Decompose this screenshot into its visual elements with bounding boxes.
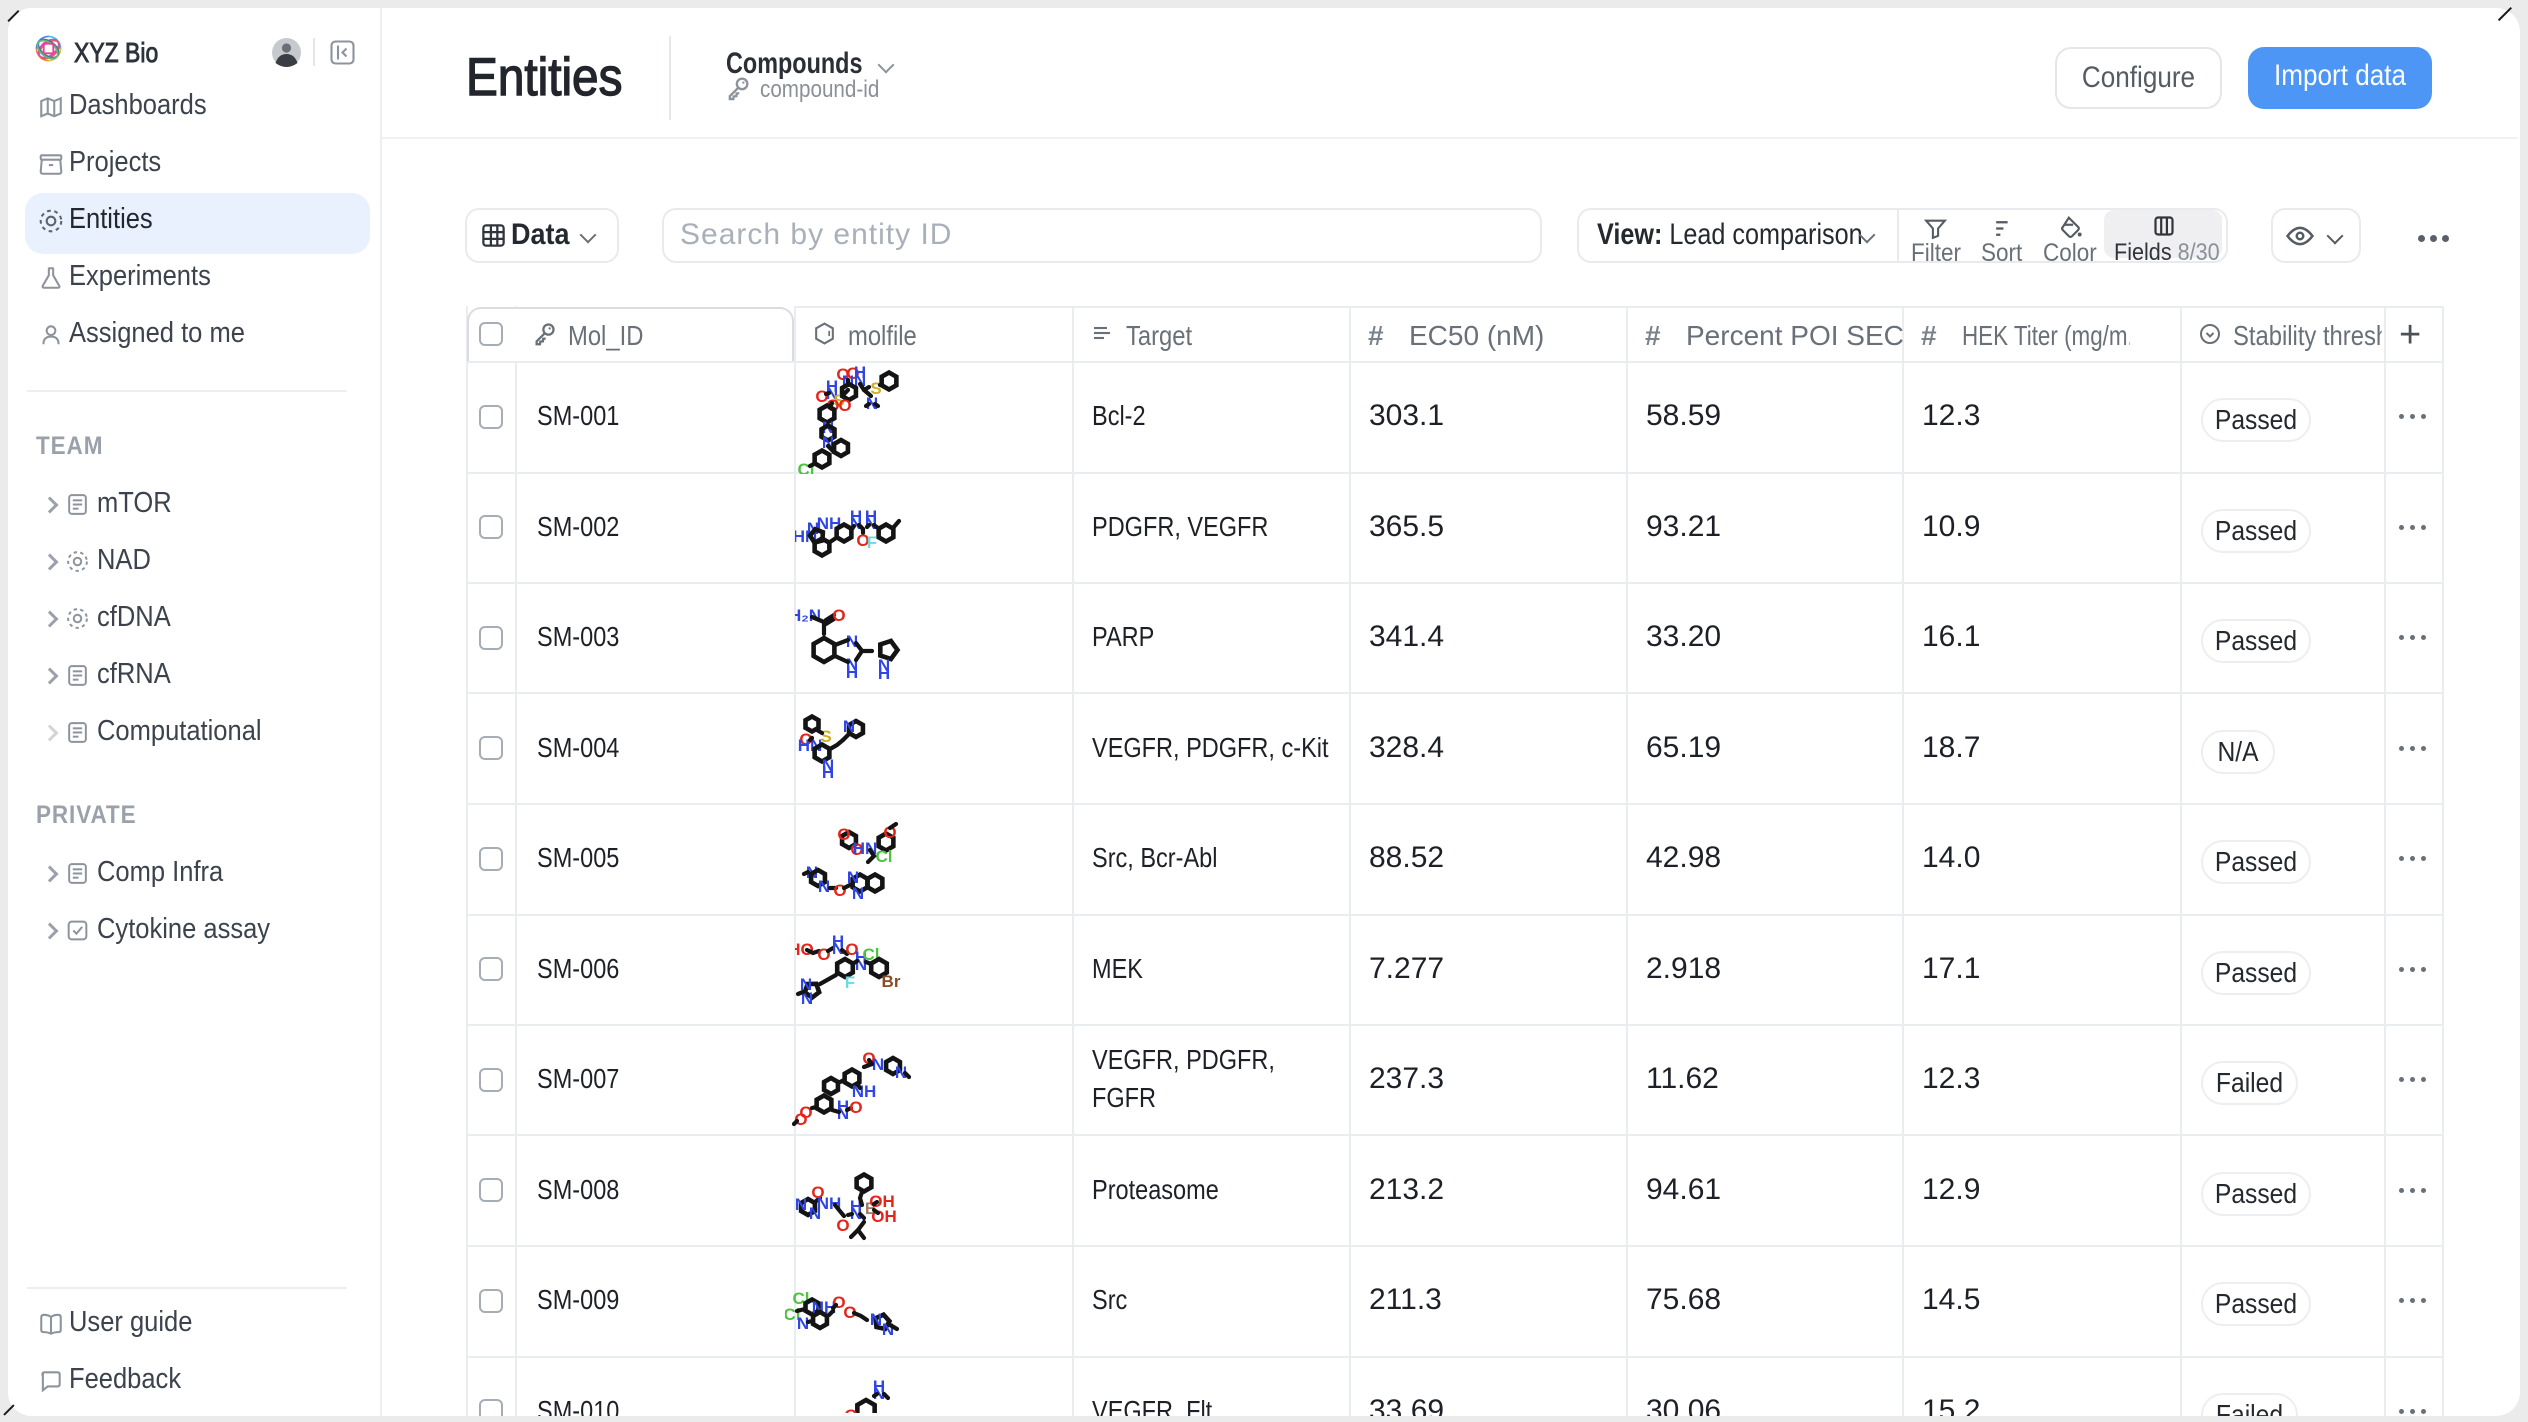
- svg-text:O: O: [844, 1406, 857, 1413]
- svg-text:Br: Br: [882, 972, 901, 991]
- svg-text:N: N: [832, 939, 844, 958]
- svg-text:N: N: [852, 884, 864, 903]
- svg-text:OH: OH: [869, 1192, 895, 1211]
- svg-text:H: H: [873, 1378, 885, 1396]
- svg-text:N: N: [850, 1204, 862, 1223]
- svg-text:HO: HO: [795, 940, 814, 959]
- svg-text:O: O: [838, 396, 851, 415]
- svg-text:H: H: [846, 663, 858, 682]
- svg-text:O: O: [836, 1216, 849, 1235]
- svg-text:N: N: [809, 1204, 821, 1223]
- svg-text:O: O: [843, 1303, 856, 1322]
- svg-text:S: S: [820, 727, 831, 746]
- svg-text:H: H: [822, 763, 834, 778]
- svg-text:N: N: [878, 656, 890, 675]
- svg-text:H₂N: H₂N: [795, 606, 821, 625]
- svg-text:N: N: [795, 1195, 807, 1214]
- svg-text:N: N: [866, 394, 878, 413]
- svg-text:N: N: [872, 1055, 884, 1074]
- svg-text:N: N: [800, 975, 812, 994]
- svg-text:N: N: [822, 756, 834, 775]
- svg-text:O: O: [832, 606, 845, 625]
- svg-text:H: H: [854, 364, 866, 382]
- svg-text:O: O: [799, 1103, 812, 1122]
- svg-text:N: N: [846, 632, 858, 651]
- svg-text:O: O: [817, 945, 830, 964]
- svg-text:H: H: [865, 507, 877, 526]
- svg-text:O: O: [856, 531, 869, 550]
- svg-text:N: N: [843, 717, 855, 736]
- svg-text:H: H: [850, 507, 862, 526]
- svg-text:H: H: [878, 664, 890, 682]
- svg-text:O: O: [833, 881, 846, 900]
- svg-text:O: O: [815, 387, 828, 406]
- svg-text:O: O: [849, 1098, 862, 1117]
- svg-text:N: N: [895, 1063, 907, 1082]
- svg-text:N: N: [826, 384, 838, 403]
- svg-text:O: O: [837, 825, 850, 844]
- svg-text:O: O: [846, 364, 859, 383]
- svg-text:Cl: Cl: [876, 847, 893, 866]
- svg-text:N: N: [870, 1310, 882, 1329]
- svg-text:O: O: [850, 840, 863, 859]
- svg-text:O: O: [799, 730, 812, 749]
- svg-text:N: N: [847, 868, 859, 887]
- svg-text:N: N: [882, 1320, 894, 1339]
- svg-text:F: F: [867, 533, 877, 552]
- svg-text:O: O: [794, 1110, 807, 1129]
- svg-text:N: N: [818, 877, 830, 896]
- svg-text:N: N: [797, 1314, 809, 1333]
- svg-text:S: S: [870, 379, 881, 398]
- svg-text:H: H: [832, 932, 844, 951]
- svg-text:O: O: [845, 940, 858, 959]
- svg-text:S: S: [833, 391, 844, 410]
- svg-text:F: F: [845, 973, 855, 992]
- svg-text:O: O: [811, 1183, 824, 1202]
- svg-text:Cl: Cl: [798, 460, 815, 474]
